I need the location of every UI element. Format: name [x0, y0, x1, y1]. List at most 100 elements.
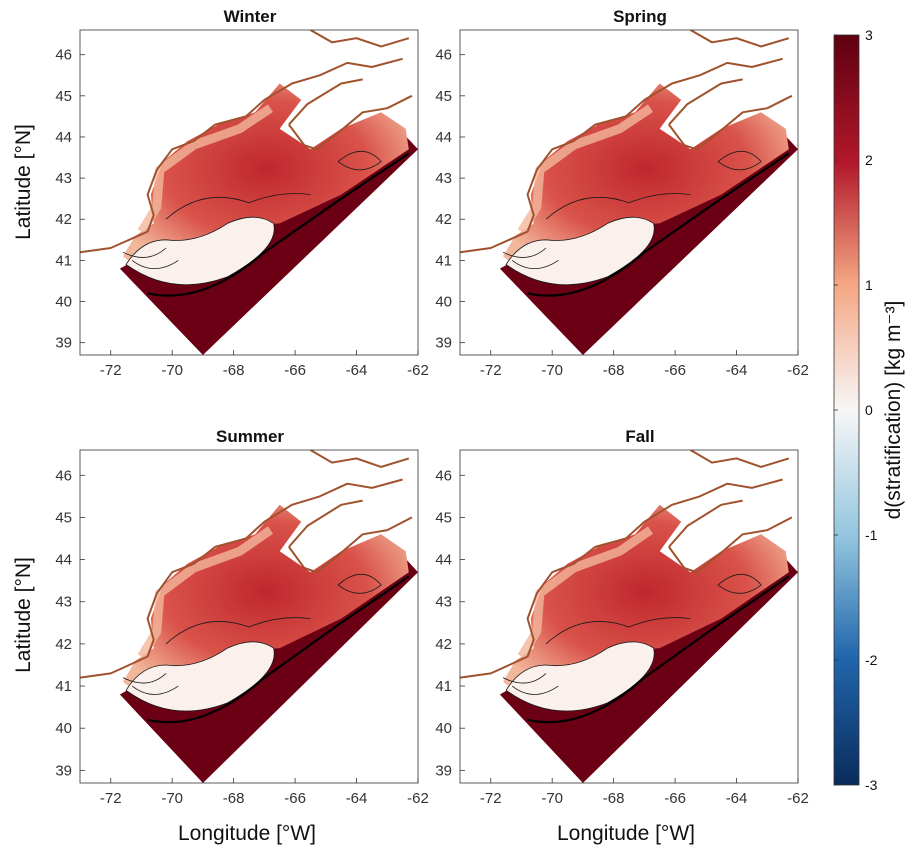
x-tick-label: -72 — [480, 362, 502, 379]
y-tick-label: 45 — [435, 509, 452, 526]
y-tick-label: 39 — [55, 335, 72, 352]
nova-scotia-coastline — [668, 78, 793, 151]
northern-coastline — [309, 450, 410, 468]
colorbar-label: d(stratification) [kg m⁻³] — [882, 301, 905, 520]
axes-frame — [459, 29, 799, 356]
colorbar-tick-label: 2 — [865, 152, 873, 168]
x-tick-label: -68 — [223, 362, 245, 379]
x-tick-label: -70 — [161, 790, 183, 807]
coastline — [80, 478, 403, 679]
y-tick-label: 44 — [55, 552, 72, 569]
colorbar-tick-label: -3 — [865, 777, 878, 793]
nova-scotia-coastline — [668, 499, 793, 574]
y-tick-label: 40 — [435, 720, 452, 737]
y-tick-label: 44 — [55, 129, 72, 146]
y-tick-label: 45 — [435, 88, 452, 105]
panel-title: Spring — [613, 7, 667, 26]
northern-coastline — [310, 30, 410, 48]
interior-contour — [165, 617, 311, 645]
x-tick-label: -72 — [100, 790, 122, 807]
nova-scotia-coastline — [288, 499, 413, 574]
y-tick-label: 46 — [55, 467, 72, 484]
coastal-fringe — [137, 104, 273, 234]
axes-frame — [459, 449, 799, 784]
gulf-of-maine-region — [503, 504, 789, 699]
northern-coastline — [690, 30, 790, 48]
colorbar-tick-label: 3 — [865, 27, 873, 43]
colorbar-tick-label: -2 — [865, 652, 878, 668]
y-tick-label: 45 — [55, 88, 72, 105]
northern-coastline — [689, 450, 790, 468]
x-tick-label: -68 — [603, 362, 625, 379]
x-tick-label: -66 — [284, 362, 306, 379]
x-tick-label: -64 — [726, 790, 748, 807]
map-panel-summer: Summer -72 -70 -68 -66 -64 -62 46 45 44 43 42 41 40 39 — [55, 427, 429, 807]
y-tick-label: 41 — [435, 252, 452, 269]
colorbar-tick-label: -1 — [865, 527, 878, 543]
colorbar-tick-label: 1 — [865, 277, 873, 293]
panel-title: Summer — [216, 427, 284, 446]
coastal-fringe — [137, 526, 274, 659]
interior-contour — [337, 150, 382, 171]
panel-title: Winter — [224, 7, 277, 26]
interior-contour — [337, 573, 382, 594]
y-tick-label: 42 — [435, 211, 452, 228]
y-tick-label: 42 — [55, 211, 72, 228]
x-tick-label: -64 — [726, 362, 748, 379]
y-tick-label: 46 — [435, 467, 452, 484]
y-tick-label: 40 — [435, 294, 452, 311]
interior-contour — [165, 193, 311, 220]
y-tick-label: 42 — [55, 636, 72, 653]
colorbar-gradient — [833, 34, 860, 786]
x-tick-label: -70 — [541, 790, 563, 807]
map-panel-spring: Spring -72 -70 -68 -66 -64 -62 46 45 44 43 42 41 40 39 — [435, 7, 809, 379]
interior-contour — [122, 247, 179, 269]
axes-frame — [79, 29, 419, 356]
x-tick-label: -66 — [664, 790, 686, 807]
interior-contour — [717, 150, 762, 171]
colorbar-tick-label: 0 — [865, 402, 873, 418]
y-axis-label-top: Latitude [°N] — [12, 124, 35, 240]
x-axis-label-right: Longitude [°W] — [557, 822, 695, 845]
coastline — [460, 57, 783, 254]
shelf-break-contour — [147, 575, 410, 724]
coastline — [460, 478, 783, 679]
y-tick-label: 46 — [435, 47, 452, 64]
x-tick-label: -68 — [223, 790, 245, 807]
interior-contour — [545, 617, 691, 645]
interior-contour — [717, 573, 762, 594]
colorbar: 3 2 1 0 -1 -2 -3 d(stratification) [kg m⁻³] — [833, 27, 905, 793]
map-panel-winter: Winter -72 -70 -68 -66 -64 -62 46 45 44 43 42 41 40 39 — [55, 7, 429, 379]
y-tick-label: 42 — [435, 636, 452, 653]
x-tick-label: -68 — [603, 790, 625, 807]
coastal-fringe — [517, 526, 654, 659]
coastline — [80, 57, 403, 254]
y-tick-label: 41 — [55, 678, 72, 695]
nova-scotia-coastline — [288, 78, 413, 151]
y-tick-label: 41 — [55, 252, 72, 269]
y-tick-label: 39 — [435, 762, 452, 779]
gulf-of-maine-region — [123, 504, 409, 699]
panel-title: Fall — [625, 427, 654, 446]
gulf-of-maine-region — [123, 83, 409, 273]
x-tick-label: -64 — [346, 790, 368, 807]
interior-contour — [502, 247, 559, 269]
axes-frame — [79, 449, 419, 784]
x-tick-label: -72 — [100, 362, 122, 379]
interior-contour — [122, 673, 179, 695]
interior-contour — [502, 673, 559, 695]
shelf-break-contour — [147, 152, 410, 297]
coastal-fringe — [517, 104, 653, 234]
x-tick-label: -62 — [407, 362, 429, 379]
x-tick-label: -62 — [407, 790, 429, 807]
y-tick-label: 45 — [55, 509, 72, 526]
y-tick-label: 39 — [435, 335, 452, 352]
y-tick-label: 46 — [55, 47, 72, 64]
y-tick-label: 44 — [435, 552, 452, 569]
map-panel-fall: Fall -72 -70 -68 -66 -64 -62 46 45 44 43 42 41 40 39 — [435, 427, 809, 807]
y-tick-label: 39 — [55, 762, 72, 779]
y-tick-label: 40 — [55, 294, 72, 311]
shelf-break-contour — [527, 575, 790, 724]
y-tick-label: 43 — [55, 170, 72, 187]
